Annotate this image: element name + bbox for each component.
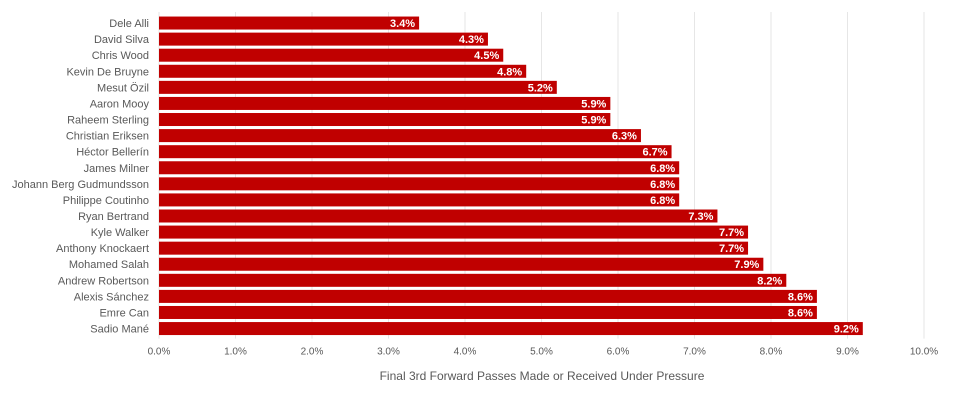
x-tick-label: 0.0% bbox=[148, 347, 171, 358]
category-label: Christian Eriksen bbox=[66, 131, 149, 143]
category-label: Johann Berg Gudmundsson bbox=[12, 179, 149, 191]
data-label: 4.3% bbox=[459, 34, 484, 46]
category-label: Philippe Coutinho bbox=[63, 195, 149, 207]
data-label: 5.9% bbox=[581, 115, 606, 127]
bar bbox=[159, 225, 749, 239]
data-label: 5.2% bbox=[528, 82, 553, 94]
bar bbox=[159, 64, 527, 78]
x-tick-label: 10.0% bbox=[910, 347, 938, 358]
bars: 3.4% 4.3% 4.5% 4.8% 5.2% 5.9% 5.9% 6.3% 6.7% 6.8%… bbox=[159, 16, 863, 336]
data-label: 3.4% bbox=[390, 18, 415, 30]
category-label: Raheem Sterling bbox=[67, 115, 149, 127]
data-label: 8.6% bbox=[788, 291, 813, 303]
data-label: 7.3% bbox=[688, 211, 713, 223]
x-tick-labels: 0.0% 1.0% 2.0% 3.0% 4.0% 5.0% 6.0% 7.0% 8.0% 9.0%… bbox=[148, 347, 939, 358]
category-label: Alexis Sánchez bbox=[74, 291, 149, 303]
category-label: Mesut Özil bbox=[97, 82, 149, 94]
category-label: James Milner bbox=[84, 163, 150, 175]
x-tick-label: 4.0% bbox=[454, 347, 477, 358]
x-tick-label: 6.0% bbox=[607, 347, 630, 358]
x-tick-label: 9.0% bbox=[836, 347, 859, 358]
category-label: Andrew Robertson bbox=[58, 275, 149, 287]
category-label: Dele Alli bbox=[109, 18, 149, 30]
bar bbox=[159, 96, 611, 110]
bar bbox=[159, 177, 680, 191]
bar bbox=[159, 273, 787, 287]
data-label: 6.7% bbox=[642, 147, 667, 159]
category-label: David Silva bbox=[94, 34, 150, 46]
data-label: 5.9% bbox=[581, 98, 606, 110]
category-label: Héctor Bellerín bbox=[76, 147, 149, 159]
data-label: 7.9% bbox=[734, 259, 759, 271]
data-label: 9.2% bbox=[834, 324, 859, 336]
x-tick-label: 5.0% bbox=[530, 347, 553, 358]
bar bbox=[159, 289, 817, 303]
bar bbox=[159, 113, 611, 127]
x-axis-title: Final 3rd Forward Passes Made or Receive… bbox=[380, 369, 705, 383]
x-tick-label: 8.0% bbox=[760, 347, 783, 358]
data-label: 7.7% bbox=[719, 227, 744, 239]
data-label: 7.7% bbox=[719, 243, 744, 255]
bar bbox=[159, 257, 764, 271]
x-tick-label: 7.0% bbox=[683, 347, 706, 358]
bar bbox=[159, 193, 680, 207]
category-label: Kevin De Bruyne bbox=[66, 66, 149, 78]
category-labels: Dele Alli David Silva Chris Wood Kevin De B… bbox=[12, 18, 150, 336]
category-label: Chris Wood bbox=[92, 50, 149, 62]
bar bbox=[159, 241, 749, 255]
x-tick-label: 1.0% bbox=[224, 347, 247, 358]
bar bbox=[159, 80, 557, 94]
bar bbox=[159, 129, 641, 143]
data-label: 8.2% bbox=[757, 275, 782, 287]
bar bbox=[159, 48, 504, 62]
category-label: Sadio Mané bbox=[90, 324, 149, 336]
data-label: 6.8% bbox=[650, 179, 675, 191]
category-label: Anthony Knockaert bbox=[56, 243, 149, 255]
x-tick-label: 2.0% bbox=[301, 347, 324, 358]
bar bbox=[159, 322, 863, 336]
data-label: 8.6% bbox=[788, 307, 813, 319]
data-label: 6.3% bbox=[612, 131, 637, 143]
data-label: 6.8% bbox=[650, 195, 675, 207]
x-tick-label: 3.0% bbox=[377, 347, 400, 358]
category-label: Emre Can bbox=[99, 307, 149, 319]
bar bbox=[159, 145, 672, 159]
category-label: Kyle Walker bbox=[91, 227, 150, 239]
category-label: Ryan Bertrand bbox=[78, 211, 149, 223]
category-label: Mohamed Salah bbox=[69, 259, 149, 271]
bar bbox=[159, 16, 420, 30]
bar bbox=[159, 32, 488, 46]
data-label: 6.8% bbox=[650, 163, 675, 175]
category-label: Aaron Mooy bbox=[90, 98, 150, 110]
bar bbox=[159, 161, 680, 175]
bar bbox=[159, 305, 817, 319]
bar bbox=[159, 209, 718, 223]
data-label: 4.8% bbox=[497, 66, 522, 78]
data-label: 4.5% bbox=[474, 50, 499, 62]
